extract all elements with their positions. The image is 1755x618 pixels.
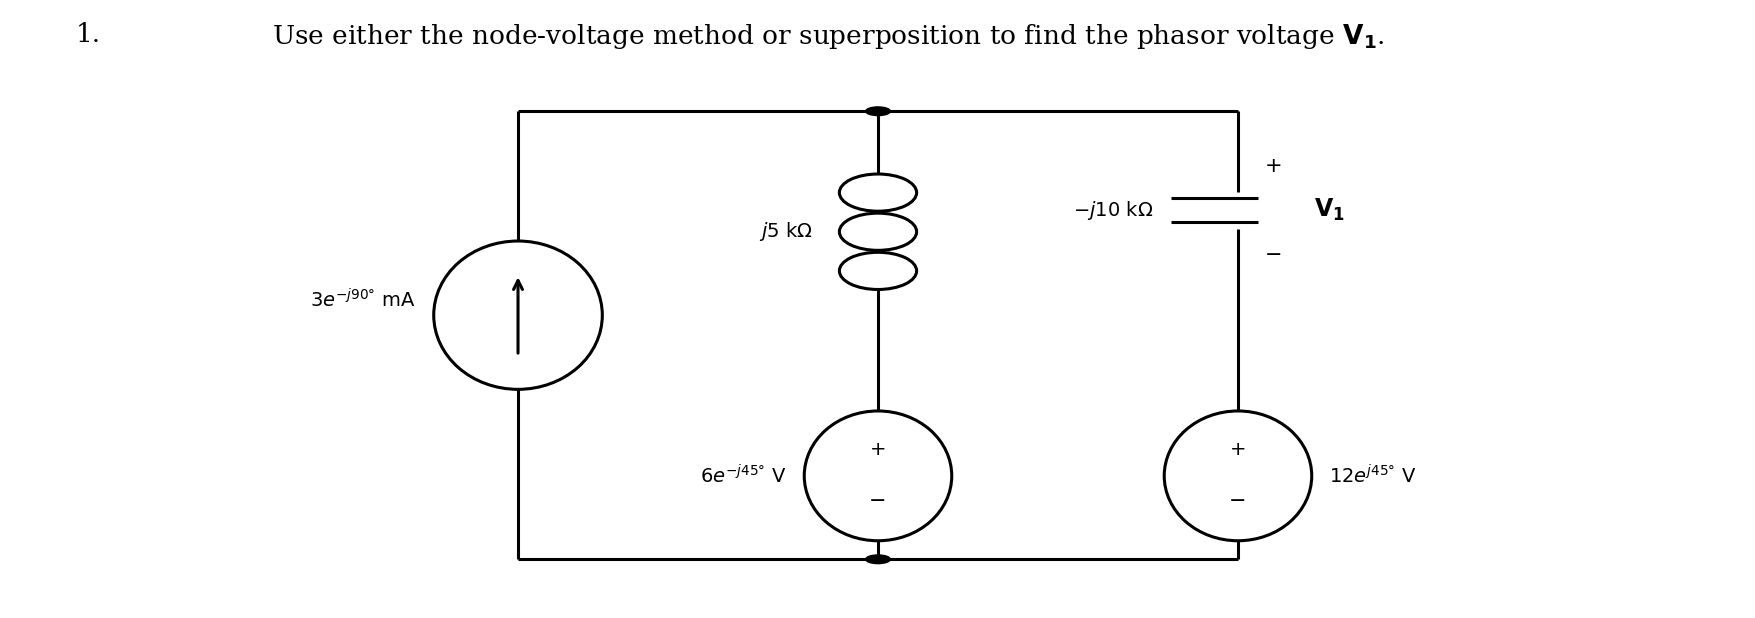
Text: +: +	[1228, 441, 1246, 459]
Text: −: −	[1228, 491, 1246, 510]
Text: −: −	[1264, 245, 1281, 265]
Text: $-j10\ \mathrm{k\Omega}$: $-j10\ \mathrm{k\Omega}$	[1072, 198, 1153, 222]
Circle shape	[865, 555, 890, 564]
Circle shape	[865, 107, 890, 116]
Text: −: −	[869, 491, 886, 510]
Text: +: +	[1264, 156, 1281, 176]
Text: +: +	[869, 441, 886, 459]
Text: $3e^{-j90°}\ \mathrm{mA}$: $3e^{-j90°}\ \mathrm{mA}$	[311, 288, 416, 311]
Text: $6e^{-j45°}\ \mathrm{V}$: $6e^{-j45°}\ \mathrm{V}$	[700, 464, 786, 488]
Text: $\mathbf{V_1}$: $\mathbf{V_1}$	[1313, 197, 1344, 223]
Text: $12e^{j45°}\ \mathrm{V}$: $12e^{j45°}\ \mathrm{V}$	[1329, 464, 1416, 488]
Text: Use either the node-voltage method or superposition to find the phasor voltage $: Use either the node-voltage method or su…	[272, 22, 1385, 51]
Text: $j5\ \mathrm{k\Omega}$: $j5\ \mathrm{k\Omega}$	[758, 220, 813, 243]
Text: 1.: 1.	[75, 22, 100, 46]
